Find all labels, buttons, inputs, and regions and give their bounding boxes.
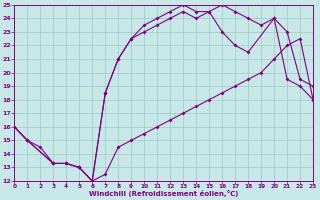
X-axis label: Windchill (Refroidissement éolien,°C): Windchill (Refroidissement éolien,°C): [89, 190, 238, 197]
